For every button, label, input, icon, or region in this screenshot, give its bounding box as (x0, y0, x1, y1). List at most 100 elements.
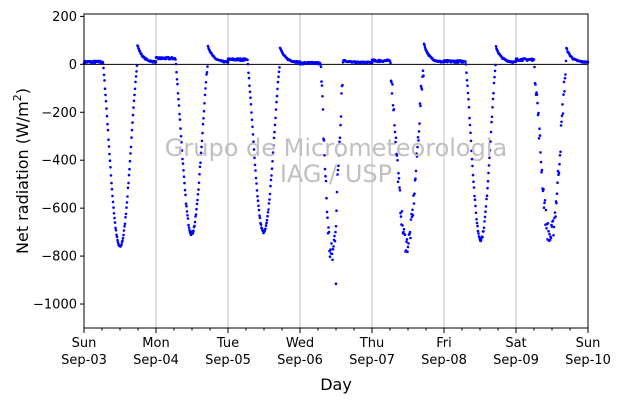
data-point (552, 234, 555, 237)
data-point (120, 243, 123, 247)
data-point (326, 216, 329, 219)
x-tick-label-day: Thu (359, 336, 384, 351)
data-point (467, 98, 470, 101)
data-point (558, 162, 561, 166)
data-point (389, 61, 392, 65)
data-point (398, 186, 401, 189)
data-point (200, 139, 204, 143)
data-point (201, 122, 205, 126)
data-point (322, 139, 326, 142)
data-point (532, 58, 536, 61)
x-tick-label-day: Tue (216, 336, 239, 351)
data-point (539, 160, 543, 164)
data-point (475, 221, 479, 225)
data-point (484, 205, 488, 208)
y-axis-label-base: Net radiation (W/m (13, 101, 32, 254)
data-point (465, 79, 469, 82)
data-point (103, 87, 107, 90)
data-point (203, 93, 207, 97)
data-point (401, 224, 404, 227)
data-point (411, 208, 414, 212)
data-point (106, 128, 110, 132)
data-point (185, 210, 189, 213)
data-point (482, 230, 485, 233)
data-point (123, 222, 127, 226)
data-point (539, 151, 542, 154)
data-point (249, 96, 252, 99)
data-point (472, 180, 475, 183)
data-point (536, 101, 539, 105)
data-point (257, 204, 260, 208)
data-point (116, 241, 120, 244)
y-tick-label: 200 (52, 10, 77, 25)
data-point (562, 80, 566, 84)
data-point (490, 120, 493, 124)
x-tick-label-date: Sep-03 (61, 353, 107, 368)
data-point (274, 108, 278, 111)
data-point (327, 230, 331, 234)
data-point (396, 159, 399, 162)
data-point (421, 69, 425, 72)
data-point (328, 255, 332, 258)
data-point (269, 178, 273, 182)
data-point (408, 230, 412, 234)
data-point (540, 170, 543, 174)
data-point (196, 193, 200, 196)
data-point (268, 192, 272, 196)
data-point (277, 75, 280, 79)
data-point (130, 136, 133, 139)
data-point (538, 127, 541, 130)
data-point (555, 192, 559, 195)
data-point (122, 233, 125, 237)
x-axis: Sun Sep-03 Mon Sep-04 Tue Sep-05 Wed Sep-06 Thu S… (61, 328, 611, 368)
data-point (105, 107, 108, 110)
data-point (108, 152, 111, 156)
data-point (475, 218, 478, 221)
data-point (466, 84, 469, 88)
data-point (196, 198, 199, 202)
data-point (175, 70, 178, 74)
data-point (403, 233, 407, 237)
data-point (259, 223, 263, 226)
data-point (278, 66, 281, 69)
data-point (535, 91, 538, 94)
data-point (418, 122, 421, 125)
data-point (549, 236, 553, 240)
data-point (558, 154, 562, 157)
data-point (129, 145, 133, 149)
data-point (487, 171, 490, 175)
data-point (102, 73, 106, 77)
y-axis-label-sup: 2 (11, 94, 24, 101)
data-point (195, 202, 199, 206)
data-point (104, 99, 108, 103)
data-point (464, 60, 467, 63)
data-point (131, 121, 134, 124)
data-point (179, 127, 182, 130)
data-point (553, 211, 557, 214)
data-point (182, 175, 186, 178)
data-point (564, 73, 567, 76)
data-point (336, 173, 339, 176)
data-point (554, 215, 557, 218)
data-point (249, 103, 253, 106)
data-point (257, 208, 261, 212)
data-point (538, 134, 542, 137)
data-point (473, 194, 476, 198)
data-point (121, 236, 125, 240)
y-tick-label: −800 (41, 250, 77, 265)
data-point (198, 165, 202, 169)
data-point (272, 136, 276, 140)
data-point (485, 194, 489, 197)
data-point (114, 226, 117, 230)
data-point (179, 135, 183, 138)
data-point (174, 62, 178, 66)
data-point (338, 136, 342, 139)
data-point (469, 131, 472, 135)
data-point (197, 188, 200, 191)
data-point (393, 130, 397, 134)
data-point (250, 118, 254, 122)
data-point (206, 44, 210, 48)
data-point (325, 210, 329, 214)
x-tick-label-day: Sun (72, 336, 97, 351)
data-point (485, 197, 488, 201)
